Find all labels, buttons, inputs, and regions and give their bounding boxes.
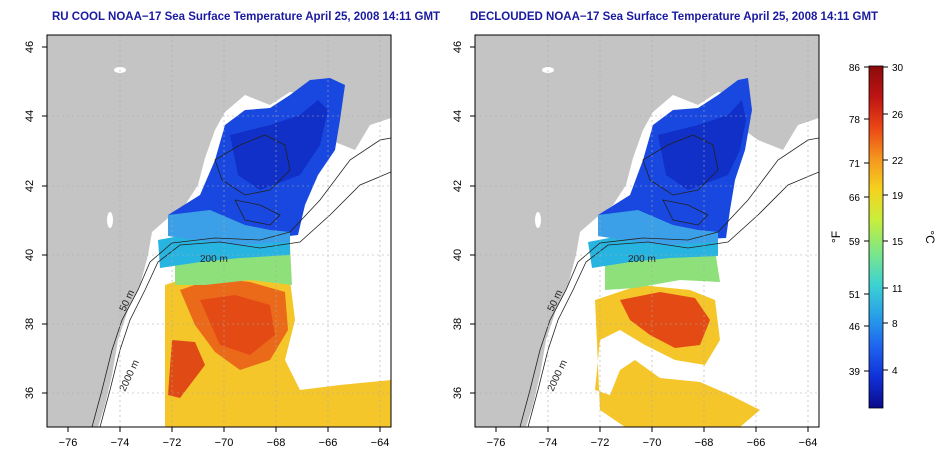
celsius-tick: 22 [892,156,904,167]
y-tick: 38 [24,318,36,330]
x-tick: −76 [487,437,506,449]
svg-text:200 m: 200 m [200,254,228,265]
fahrenheit-tick: 39 [849,367,861,378]
land-mass [47,35,391,427]
y-tick: 42 [24,180,36,192]
x-tick: −68 [695,437,714,449]
colorbar-gradient [868,65,884,409]
x-tick: −64 [799,437,818,449]
x-tick: −70 [643,437,662,449]
y-tick: 36 [452,387,464,399]
x-tick: −64 [371,437,390,449]
y-tick: 36 [24,387,36,399]
x-tick: −66 [747,437,766,449]
x-tick: −70 [215,437,234,449]
x-tick: −72 [591,437,610,449]
x-tick: −72 [163,437,182,449]
celsius-tick: 4 [892,366,898,377]
map-title-left: RU COOL NOAA−17 Sea Surface Temperature … [52,11,441,23]
x-tick: −66 [319,437,338,449]
x-tick: −74 [539,437,558,449]
fahrenheit-label: °F [830,231,843,243]
celsius-tick: 11 [892,284,903,295]
celsius-tick: 30 [892,63,904,74]
celsius-tick: 8 [892,319,898,330]
sst-map-right: 200 m 50 m 2000 m −76 [452,34,820,449]
x-tick: −74 [111,437,130,449]
fahrenheit-tick: 46 [849,322,861,333]
celsius-tick: 26 [892,110,904,121]
colorbar: 86 78 71 66 59 51 46 39 30 26 22 19 15 1… [830,63,937,409]
y-tick: 40 [452,249,464,261]
fahrenheit-tick: 86 [849,63,861,74]
svg-text:200 m: 200 m [628,254,656,265]
celsius-tick: 15 [892,237,904,248]
fahrenheit-tick: 59 [849,237,861,248]
fahrenheit-tick: 66 [849,193,861,204]
y-tick: 38 [452,318,464,330]
x-tick: −68 [267,437,286,449]
y-tick: 46 [452,41,464,53]
y-tick: 44 [452,110,464,122]
y-tick: 40 [24,249,36,261]
map-title-right: DECLOUDED NOAA−17 Sea Surface Temperatur… [470,11,879,23]
fahrenheit-tick: 78 [849,115,861,126]
y-tick: 42 [452,180,464,192]
y-tick: 44 [24,110,36,122]
fahrenheit-tick: 51 [849,290,861,301]
celsius-label: °C [923,230,937,244]
fahrenheit-tick: 71 [849,159,861,170]
sst-map-left: 200 m 50 m 2000 m [24,34,392,449]
x-tick: −76 [59,437,78,449]
celsius-tick: 19 [892,191,904,202]
y-tick: 46 [24,41,36,53]
